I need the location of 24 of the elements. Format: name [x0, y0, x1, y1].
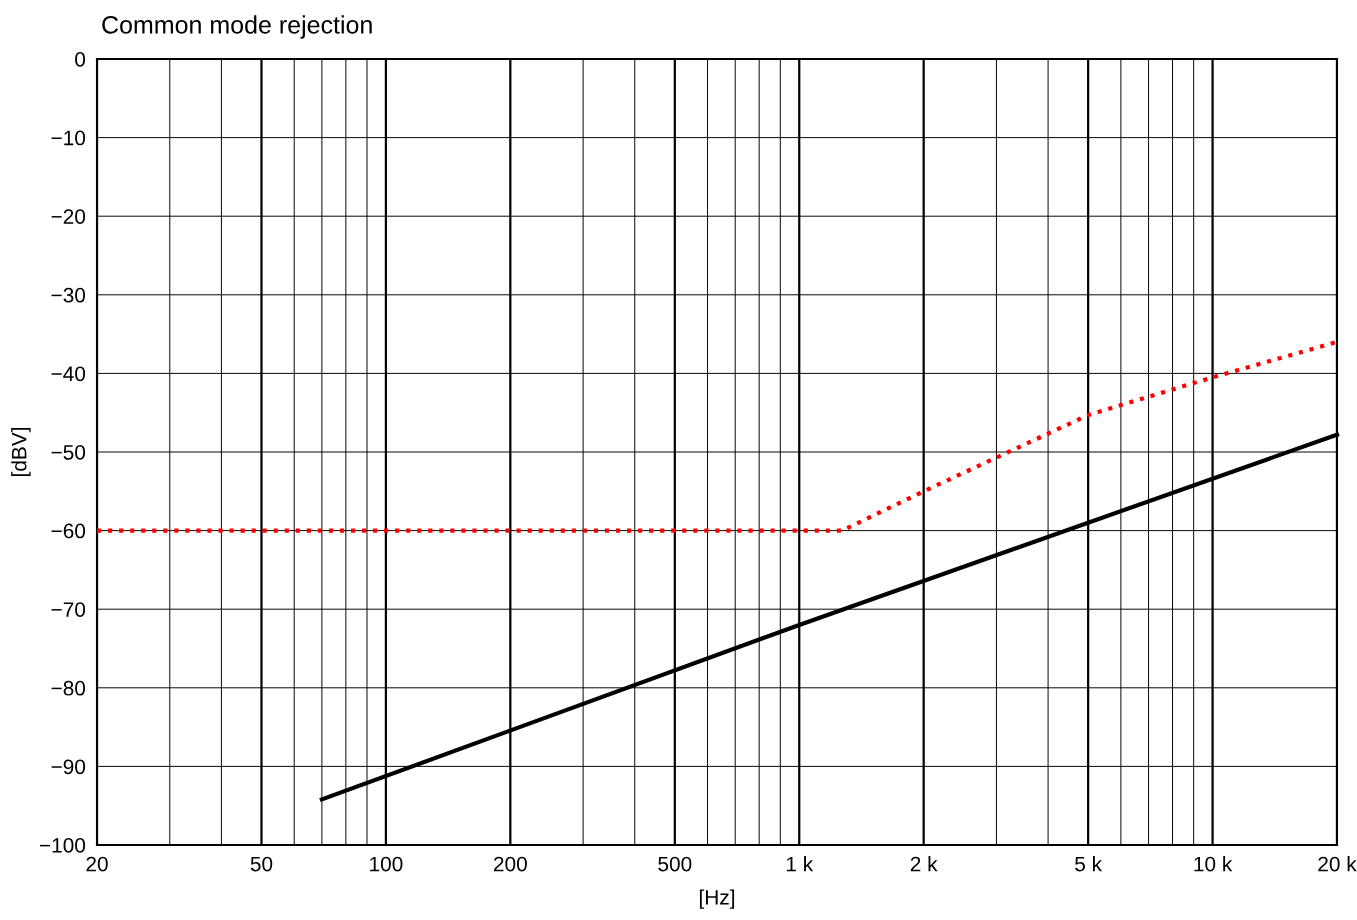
x-tick-label: 20 k [1318, 856, 1357, 872]
y-tick-label: −70 [51, 602, 86, 617]
x-tick-label: 50 [250, 856, 273, 872]
y-tick-label: −30 [51, 287, 86, 303]
y-tick-label: 0 [75, 52, 86, 67]
chart-title: Common mode rejection [102, 15, 372, 39]
x-tick-label: 500 [658, 856, 692, 872]
x-axis-title: [Hz] [699, 889, 735, 909]
x-tick-label: 1 k [786, 856, 814, 872]
x-tick-label: 200 [494, 856, 527, 872]
x-tick-label: 2 k [910, 856, 938, 872]
y-tick-label: −20 [51, 209, 86, 224]
y-tick-label: −60 [51, 523, 86, 539]
y-tick-label: −40 [51, 366, 86, 382]
y-tick-label: −80 [51, 680, 86, 696]
x-tick-label: 5 k [1075, 856, 1103, 872]
x-tick-label: 20 [86, 856, 108, 872]
y-axis-title: [dBV] [11, 428, 31, 476]
y-tick-label: −50 [51, 445, 86, 460]
y-tick-label: −100 [39, 838, 86, 853]
x-tick-label: 100 [370, 856, 403, 872]
y-tick-label: −10 [51, 130, 86, 146]
x-tick-label: 10 k [1194, 856, 1233, 872]
y-tick-label: −90 [51, 759, 86, 775]
